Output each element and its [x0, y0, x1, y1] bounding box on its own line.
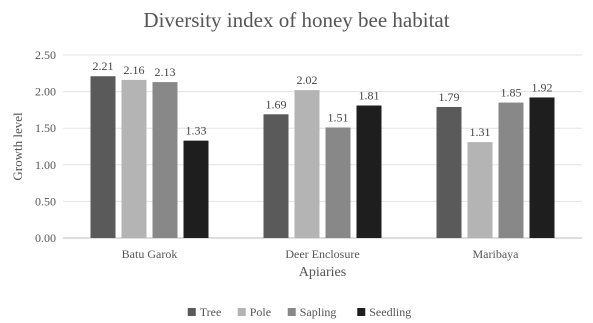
data-label: 2.13 [155, 65, 176, 79]
y-tick-label: 0.50 [35, 194, 56, 208]
legend-swatch-seedling [357, 308, 366, 316]
legend-label-seedling: Seedling [369, 305, 411, 319]
y-tick-label: 2.00 [35, 85, 56, 99]
data-label: 1.31 [470, 125, 491, 139]
legend-label-pole: Pole [250, 305, 271, 319]
bar-pole [294, 90, 320, 238]
data-label: 1.33 [186, 124, 207, 138]
x-tick-label: Maribaya [473, 247, 520, 261]
bar-sapling [152, 82, 178, 238]
bar-seedling [529, 97, 555, 239]
bar-sapling [325, 127, 351, 238]
bar-tree [436, 106, 462, 238]
bar-seedling [356, 105, 382, 239]
data-label: 2.16 [124, 63, 145, 77]
bar-pole [121, 79, 147, 238]
y-tick-label: 1.50 [35, 121, 56, 135]
bar-sapling [498, 102, 524, 238]
x-tick-label: Deer Enclosure [285, 247, 359, 261]
data-label: 2.21 [93, 59, 114, 73]
y-tick-label: 2.50 [35, 48, 56, 62]
legend-swatch-tree [187, 308, 196, 316]
y-axis-title: Growth level [10, 112, 25, 181]
data-label: 2.02 [297, 73, 318, 87]
data-label: 1.79 [439, 90, 460, 104]
data-label: 1.92 [532, 80, 553, 94]
legend-label-tree: Tree [200, 305, 222, 319]
data-label: 1.51 [328, 110, 349, 124]
bar-tree [90, 76, 116, 238]
legend-swatch-sapling [287, 308, 296, 316]
bar-tree [263, 114, 289, 238]
data-label: 1.69 [266, 97, 287, 111]
legend-label-sapling: Sapling [300, 305, 337, 319]
bar-pole [467, 142, 493, 238]
data-label: 1.81 [359, 89, 380, 103]
chart-title: Diversity index of honey bee habitat [143, 8, 450, 32]
x-axis-title: Apiaries [299, 265, 346, 280]
bar-seedling [183, 140, 209, 238]
legend-swatch-pole [237, 308, 246, 316]
y-tick-label: 0.00 [35, 231, 56, 245]
x-tick-label: Batu Garok [122, 247, 178, 261]
y-tick-label: 1.00 [35, 158, 56, 172]
data-label: 1.85 [501, 86, 522, 100]
